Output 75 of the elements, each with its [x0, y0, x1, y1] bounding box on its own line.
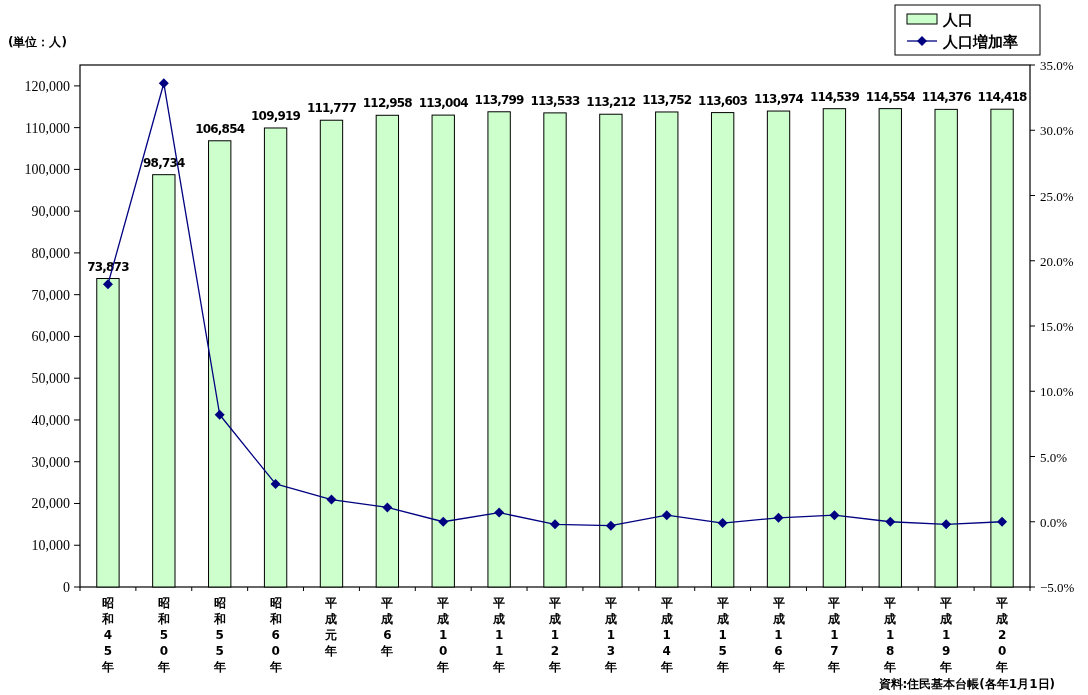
x-tick-label: 平成10年	[436, 596, 450, 674]
y2-tick-label: 10.0%	[1040, 384, 1074, 400]
point	[717, 518, 728, 529]
point	[102, 279, 113, 290]
y2-tick-label: −5.0%	[1040, 580, 1075, 595]
point	[941, 519, 952, 530]
y-tick-label: 10,000	[31, 538, 70, 554]
y2-tick-label: 35.0%	[1040, 58, 1074, 73]
data-label: 114,376	[921, 90, 972, 105]
y2-tick-label: 15.0%	[1040, 319, 1074, 334]
y-tick-label: 50,000	[31, 371, 70, 387]
y2-tick-label: 5.0%	[1040, 449, 1068, 465]
point	[773, 512, 784, 523]
x-tick-label: 平成18年	[883, 596, 897, 674]
y-tick-label: 20,000	[31, 496, 70, 512]
x-tick-label: 平成12年	[548, 596, 561, 674]
legend-label: 人口	[942, 11, 973, 29]
y2-tick-label: 25.0%	[1040, 188, 1074, 204]
x-tick-label: 平成16年	[771, 596, 785, 674]
point	[550, 519, 560, 530]
data-label: 113,603	[698, 93, 748, 108]
data-label: 113,752	[642, 92, 692, 107]
data-label: 113,799	[474, 92, 525, 107]
data-label: 114,418	[977, 90, 1028, 105]
point	[326, 494, 337, 505]
data-label: 106,854	[195, 121, 245, 136]
x-tick-label: 平成14年	[659, 596, 673, 674]
y-tick-label: 60,000	[31, 329, 70, 345]
y-tick-label: 30,000	[31, 454, 70, 470]
point	[494, 507, 505, 518]
data-label: 114,554	[865, 89, 916, 104]
data-label: 109,919	[251, 108, 301, 123]
point	[214, 409, 225, 420]
point	[270, 478, 281, 489]
x-tick-label: 昭和50年	[156, 596, 170, 674]
text: 資料:住民基本台帳(各年1月1日)	[877, 677, 1055, 691]
y2-tick-label: 20.0%	[1040, 253, 1074, 269]
data-label: 114,539	[809, 89, 860, 104]
x-tick-label: 昭和55年	[212, 596, 226, 674]
y-tick-label: 40,000	[31, 412, 70, 428]
y-tick-label: 80,000	[31, 245, 70, 261]
point	[438, 516, 449, 527]
point	[997, 516, 1008, 527]
x-tick-label: 平成13年	[603, 596, 617, 674]
data-label: 112,958	[362, 96, 413, 111]
point	[158, 78, 169, 89]
x-tick-label: 平成11年	[492, 596, 506, 674]
x-tick-label: 平成15年	[715, 596, 729, 674]
y-tick-label: 90,000	[31, 204, 70, 220]
point	[605, 520, 616, 531]
point	[829, 510, 840, 521]
x-tick-label: 昭和45年	[100, 596, 114, 674]
point	[885, 516, 896, 527]
text: (単位：人)	[8, 35, 67, 49]
legend-label: 人口増加率	[942, 33, 1018, 51]
x-tick-label: 平成17年	[827, 596, 841, 674]
x-tick-label: 平成19年	[939, 596, 953, 674]
x-tick-label: 平成元年	[324, 596, 338, 658]
y-tick-label: 110,000	[25, 120, 70, 136]
data-label: 113,533	[530, 93, 580, 108]
y2-tick-label: 30.0%	[1040, 123, 1074, 139]
y-tick-label: 100,000	[24, 162, 70, 178]
x-tick-label: 平成20年	[995, 596, 1009, 674]
point	[382, 502, 393, 513]
data-label: 113,004	[418, 96, 469, 111]
y2-tick-label: 0.0%	[1040, 514, 1068, 530]
x-tick-label: 平成6年	[380, 596, 394, 658]
data-label: 113,212	[586, 95, 636, 110]
y-tick-label: 70,000	[31, 287, 70, 303]
data-label: 111,777	[306, 101, 357, 116]
data-label: 113,974	[754, 92, 804, 107]
y-tick-label: 120,000	[24, 78, 70, 94]
y-tick-label: 0	[63, 580, 70, 595]
point	[661, 510, 672, 521]
x-tick-label: 昭和60年	[268, 596, 282, 674]
